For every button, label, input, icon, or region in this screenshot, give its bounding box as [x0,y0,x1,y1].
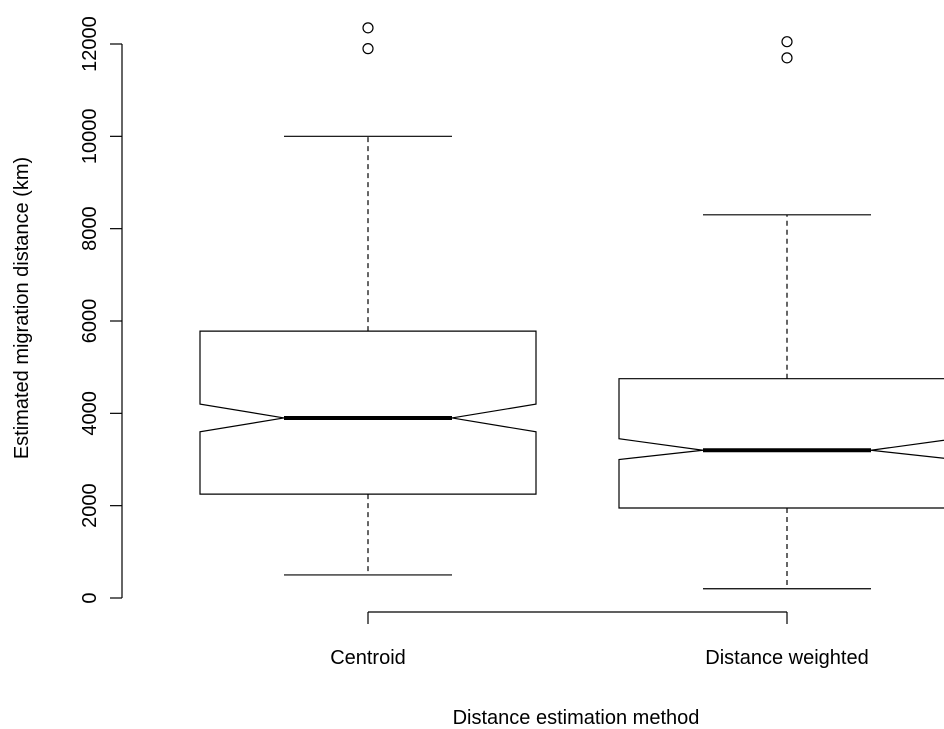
y-tick-label: 2000 [79,483,101,527]
x-axis: Centroid Distance weighted [330,611,869,669]
y-tick-label: 0 [79,592,101,603]
y-tick-label: 6000 [79,299,101,344]
x-tick-label: Centroid [330,647,406,669]
outlier-point [362,22,374,34]
y-tick-label: 8000 [79,206,101,251]
y-tick-label: 12000 [79,16,101,72]
outlier-point [781,36,793,48]
outlier-point [781,52,793,64]
x-tick-label: Distance weighted [705,647,868,669]
y-axis-label: Estimated migration distance (km) [11,157,33,459]
box-body [618,378,944,509]
box-body [199,330,537,495]
outlier-point [362,43,374,55]
y-tick-label: 4000 [79,391,101,436]
x-axis-label: Distance estimation method [453,707,700,729]
boxes [199,22,944,590]
box-1 [199,22,537,576]
y-tick-label: 10000 [79,109,101,165]
box-2 [618,36,944,590]
y-axis: 0 2000 4000 6000 8000 10000 12000 [79,16,123,604]
